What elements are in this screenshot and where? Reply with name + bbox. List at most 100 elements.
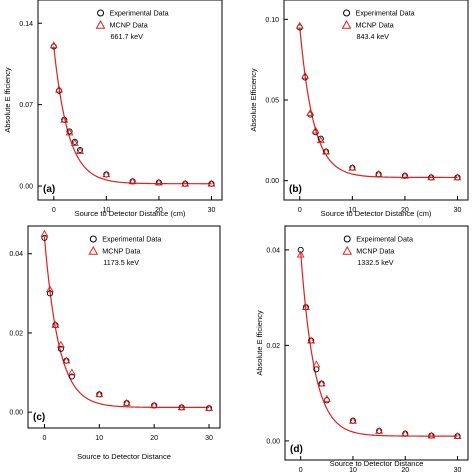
x-tick-label: 0 (298, 207, 302, 214)
data-point-mcnp (122, 398, 131, 406)
data-point-mcnp (128, 177, 137, 185)
data-point-experimental (41, 234, 48, 241)
data-point-mcnp (400, 171, 409, 179)
data-point-mcnp (181, 179, 190, 187)
data-point-mcnp (56, 340, 65, 348)
y-tick-label: 0.10 (265, 17, 279, 24)
x-tick-label: 10 (95, 435, 103, 442)
plot-frame (283, 0, 469, 201)
data-point-experimental (317, 135, 324, 142)
data-point-mcnp (76, 147, 85, 155)
energy-label: 1173.5 keV (103, 258, 139, 267)
x-axis-label: Source to Detector Distance (cm) (321, 209, 432, 218)
y-tick-label: 0.00 (265, 178, 279, 185)
data-point-experimental (46, 290, 53, 297)
data-point-mcnp (62, 356, 71, 364)
data-point-mcnp (70, 138, 79, 146)
x-tick-label: 30 (208, 207, 216, 214)
data-point-mcnp (177, 403, 186, 411)
legend-marker-experimental (89, 235, 97, 243)
panel-label: (a) (43, 184, 55, 195)
legend-label: Experimental Data (356, 9, 415, 18)
data-point-mcnp (316, 136, 325, 144)
data-point-mcnp (374, 170, 383, 178)
x-tick-label: 20 (401, 467, 409, 474)
legend-marker-mcnp (88, 245, 99, 255)
data-point-mcnp (427, 173, 436, 181)
y-axis-label: Absolute E fficiency (255, 310, 264, 376)
fit-curve (53, 46, 212, 185)
data-point-mcnp (322, 147, 331, 155)
legend-label: MCNP Data (102, 247, 140, 256)
data-point-mcnp (154, 178, 163, 186)
y-tick-label: 0.14 (19, 21, 33, 28)
data-point-mcnp (301, 71, 310, 79)
plot-frame (37, 0, 223, 201)
data-point-mcnp (348, 416, 357, 424)
data-point-mcnp (311, 126, 320, 134)
legend-label: Experimental Data (110, 9, 169, 18)
data-point-experimental (57, 345, 64, 352)
legend-marker-experimental (343, 9, 351, 17)
x-tick-label: 10 (102, 207, 110, 214)
chart-panel-4: 0 10 20 30 0.00 0.02 0.04 Source to Detector Di… (255, 225, 469, 474)
y-tick-label: 0.05 (265, 98, 279, 105)
y-tick-label: 0.02 (9, 330, 23, 337)
data-point-mcnp (348, 163, 357, 171)
data-point-mcnp (453, 432, 462, 439)
x-axis-label: Source to Detector Distance (77, 452, 171, 461)
energy-label: 1332.5 keV (357, 258, 394, 267)
x-tick-label: 0 (43, 435, 47, 442)
legend-marker-mcnp (342, 245, 353, 255)
y-tick-label: 0.04 (266, 247, 280, 254)
y-tick-label: 0.04 (9, 251, 23, 258)
data-point-mcnp (306, 108, 315, 116)
legend-marker-mcnp (341, 19, 352, 29)
x-axis-label: Source to Detector Distance (330, 459, 424, 468)
panel-label: (c) (33, 412, 45, 423)
x-tick-label: 30 (454, 207, 462, 214)
legend-label: MCNP Data (356, 247, 394, 256)
data-point-mcnp (317, 379, 326, 387)
data-point-mcnp (49, 41, 58, 49)
y-tick-label: 0.07 (19, 102, 33, 109)
data-point-mcnp (322, 394, 331, 402)
data-point-mcnp (207, 179, 216, 187)
plot-frame (284, 225, 469, 461)
legend-marker-experimental (97, 9, 105, 17)
data-point-mcnp (60, 115, 69, 123)
data-point-mcnp (296, 250, 305, 258)
y-axis-label: Absolute Efficiency (249, 68, 258, 131)
x-tick-label: 30 (205, 435, 213, 442)
legend-label: MCNP Data (110, 21, 148, 30)
x-tick-label: 0 (299, 467, 303, 474)
data-point-mcnp (307, 336, 316, 344)
x-tick-label: 10 (348, 207, 356, 214)
data-point-mcnp (45, 285, 54, 293)
y-tick-label: 0.02 (266, 343, 280, 350)
energy-label: 661.7 keV (111, 32, 144, 41)
data-point-mcnp (95, 390, 104, 398)
data-point-mcnp (205, 404, 214, 412)
data-point-mcnp (401, 429, 410, 437)
panel-label: (b) (289, 184, 302, 195)
data-point-mcnp (453, 173, 462, 181)
fit-curve (299, 27, 458, 179)
x-tick-label: 20 (155, 207, 163, 214)
legend-label: MCNP Data (356, 21, 394, 30)
data-point-mcnp (65, 128, 74, 136)
data-point-mcnp (427, 431, 436, 439)
x-tick-label: 20 (150, 435, 158, 442)
y-tick-label: 0.00 (19, 184, 33, 191)
chart-panel-2: 0 10 20 30 0.00 0.05 0.10 Source to Detector Di… (249, 0, 469, 218)
data-point-mcnp (150, 401, 159, 409)
legend-marker-experimental (343, 235, 351, 243)
x-tick-label: 10 (349, 467, 357, 474)
data-point-mcnp (55, 85, 64, 93)
panel-label: (d) (290, 444, 303, 455)
data-point-mcnp (301, 303, 310, 311)
data-point-mcnp (295, 21, 304, 29)
data-point-mcnp (40, 229, 49, 237)
plot-frame (27, 225, 221, 429)
